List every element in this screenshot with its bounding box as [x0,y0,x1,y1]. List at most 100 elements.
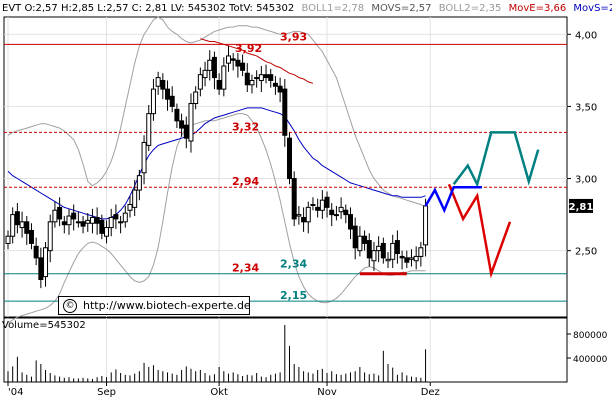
candle-body [104,227,110,237]
forecast-blue-line [424,185,482,214]
candle-body [287,137,292,180]
candle-body [230,58,236,61]
candle-body [202,69,208,79]
candle-body [394,240,400,255]
copyright-text: http://www.biotech-experte.de [83,299,251,312]
candle-body [310,204,316,206]
candle-body [413,255,419,262]
candle-body [193,91,199,105]
candle-body [272,82,278,87]
candle-body [75,221,81,224]
candle-body [43,247,49,278]
candle-body [362,235,368,244]
level-label: 3,93 [280,30,307,43]
volume-tick-label: 800000 [573,331,608,341]
candle-body [179,120,185,129]
candle-body [99,219,105,234]
candle-body [305,206,311,223]
x-tick-label: Nov [317,387,337,398]
forecast-teal-line [452,131,540,188]
candle-body [249,79,255,86]
candle-body [235,59,241,67]
candle-body [385,258,391,262]
candle-body [94,216,100,224]
candle-body [380,242,386,259]
candle-body [329,209,335,216]
y-tick-label: 2,50 [575,247,597,258]
last-price-label: 2,81 [569,202,594,213]
candle-body [24,221,30,234]
candle-body [85,219,91,224]
price-readout: EVT O:2,57 H:2,85 L:2,57 C: 2,81 LV: 545… [2,3,295,14]
candle-body [254,77,260,80]
candle-body [226,55,232,64]
candle-body [113,214,119,220]
candle-body [333,214,339,217]
candle-body [52,209,58,223]
candle-body [418,247,424,257]
candle-body [150,88,156,115]
candle-body [315,206,321,211]
candle-body [216,79,222,90]
candle-body [57,206,63,220]
boll2-readout: BOLL2=2,35 [438,3,502,14]
candle-body [28,229,34,244]
candle-body [118,221,124,224]
candle-body [108,216,114,229]
volume-plot-frame [3,317,568,383]
candle-body [268,74,274,81]
candle-body [155,77,161,87]
level-label: 2,34 [232,262,259,275]
x-tick-label: '04 [8,387,23,398]
candle-body [376,245,382,252]
candle-body [165,88,171,100]
candle-body [404,257,410,263]
candle-body [282,88,288,136]
candle-body [366,240,372,259]
candle-body [244,72,250,86]
bollinger-upper-line [7,16,426,208]
candle-body [423,205,429,246]
candle-body [357,235,363,252]
copyright-symbol: © [63,299,77,313]
level-label: 2,94 [232,175,259,188]
candle-body [122,212,128,223]
candle-body [141,141,147,174]
candle-body [5,235,11,244]
candle-body [33,245,39,259]
x-tick-label: Dez [421,387,440,398]
copyright-box: © http://www.biotech-experte.de [58,296,251,315]
candle-body [14,211,20,226]
candle-body [296,214,302,217]
candle-body [258,74,264,81]
candle-body [277,85,283,93]
candle-body [19,221,25,229]
level-label: 2,34 [280,258,307,271]
candle-body [221,65,227,90]
candle-body [211,56,217,79]
price-plot-frame [3,16,568,318]
candle-body [347,214,353,230]
x-tick-label: Sep [97,387,116,398]
candle-body [66,215,72,226]
level-label: 3,32 [232,120,259,133]
movs2-readout: MovS=2,88 [573,3,612,14]
candle-body [10,214,16,237]
candle-body [89,216,95,224]
indicator-legend: EVT O:2,57 H:2,85 L:2,57 C: 2,81 LV: 545… [2,2,612,16]
candle-body [71,212,77,220]
move-readout: MovE=3,66 [508,3,567,14]
candle-body [207,59,213,71]
movs-readout: MOVS=2,57 [371,3,432,14]
y-tick-label: 3,50 [575,102,597,113]
forecast-red-line [447,183,512,279]
candle-body [197,74,203,90]
candle-body [338,206,344,213]
volume-legend: Volume=545302 [2,320,86,331]
candle-body [408,257,414,260]
candle-body [352,225,358,249]
candle-body [263,74,269,79]
y-tick-label: 3,00 [575,175,597,186]
